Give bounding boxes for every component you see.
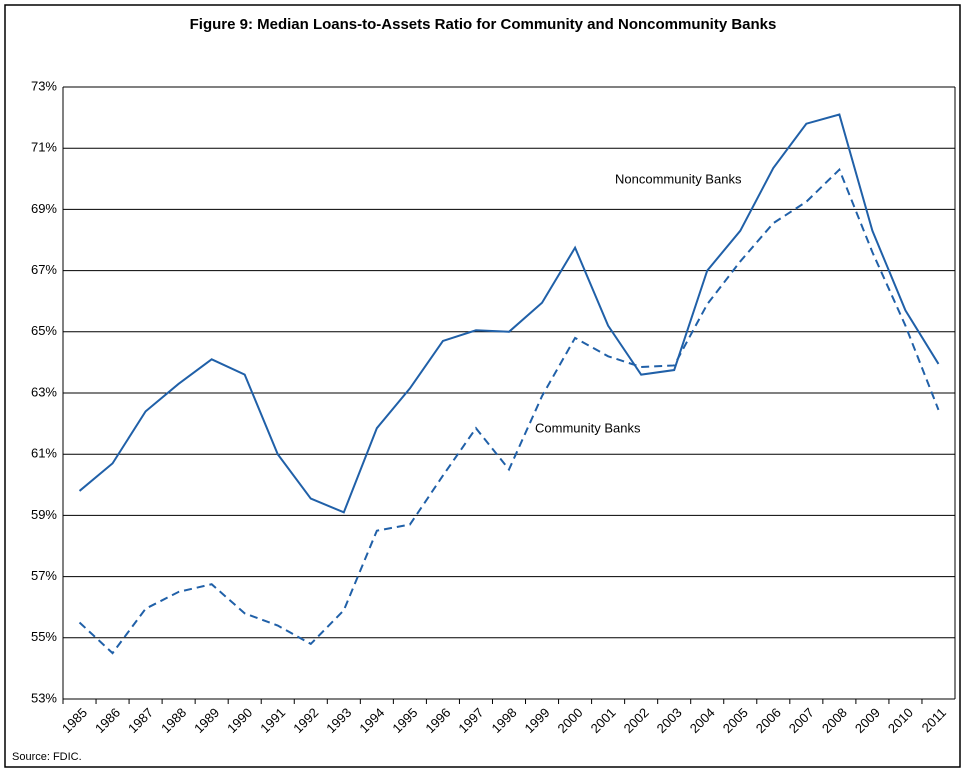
y-tick-label: 67% (31, 262, 57, 277)
x-tick-label: 2005 (720, 705, 751, 736)
x-tick-label: 1987 (125, 705, 156, 736)
x-tick-label: 1993 (323, 705, 354, 736)
x-tick-label: 2004 (687, 705, 718, 736)
y-tick-label: 73% (31, 78, 57, 93)
x-tick-label: 2002 (621, 705, 652, 736)
y-tick-label: 63% (31, 384, 57, 399)
x-tick-label: 2001 (588, 705, 619, 736)
y-tick-label: 61% (31, 446, 57, 461)
x-tick-label: 1986 (92, 705, 123, 736)
x-tick-label: 1995 (389, 705, 420, 736)
y-tick-label: 53% (31, 690, 57, 705)
y-tick-label: 55% (31, 629, 57, 644)
chart-title: Figure 9: Median Loans-to-Assets Ratio f… (190, 16, 777, 33)
x-tick-label: 1999 (522, 705, 553, 736)
x-tick-label: 1991 (257, 705, 288, 736)
x-tick-label: 2007 (786, 705, 817, 736)
source: Source: FDIC. (12, 751, 82, 763)
x-tick-label: 1985 (59, 705, 90, 736)
x-tick-label: 1998 (488, 705, 519, 736)
x-tick-label: 1989 (191, 705, 222, 736)
x-tick-label: 2011 (919, 705, 949, 735)
series-label: Community Banks (535, 420, 641, 435)
x-tick-label: 2006 (753, 705, 784, 736)
x-tick-label: 2009 (852, 705, 883, 736)
x-tick-label: 2003 (654, 705, 685, 736)
x-tick-label: 2010 (885, 705, 916, 736)
line-series (78, 113, 940, 514)
x-tick-label: 2008 (819, 705, 850, 736)
x-tick-label: 1988 (158, 705, 189, 736)
x-tick-label: 1992 (290, 705, 321, 736)
line-series (78, 167, 940, 655)
frame (4, 4, 961, 768)
x-tick-label: 1997 (455, 705, 486, 736)
y-tick-label: 65% (31, 323, 57, 338)
x-tick-label: 1994 (356, 705, 387, 736)
x-tick-label: 1996 (422, 705, 453, 736)
series-label: Noncommunity Banks (615, 171, 742, 186)
y-tick-label: 59% (31, 507, 57, 522)
y-tick-label: 69% (31, 201, 57, 216)
x-tick-label: 2000 (555, 705, 586, 736)
y-tick-label: 71% (31, 140, 57, 155)
x-tick-label: 1990 (224, 705, 255, 736)
y-tick-label: 57% (31, 568, 57, 583)
